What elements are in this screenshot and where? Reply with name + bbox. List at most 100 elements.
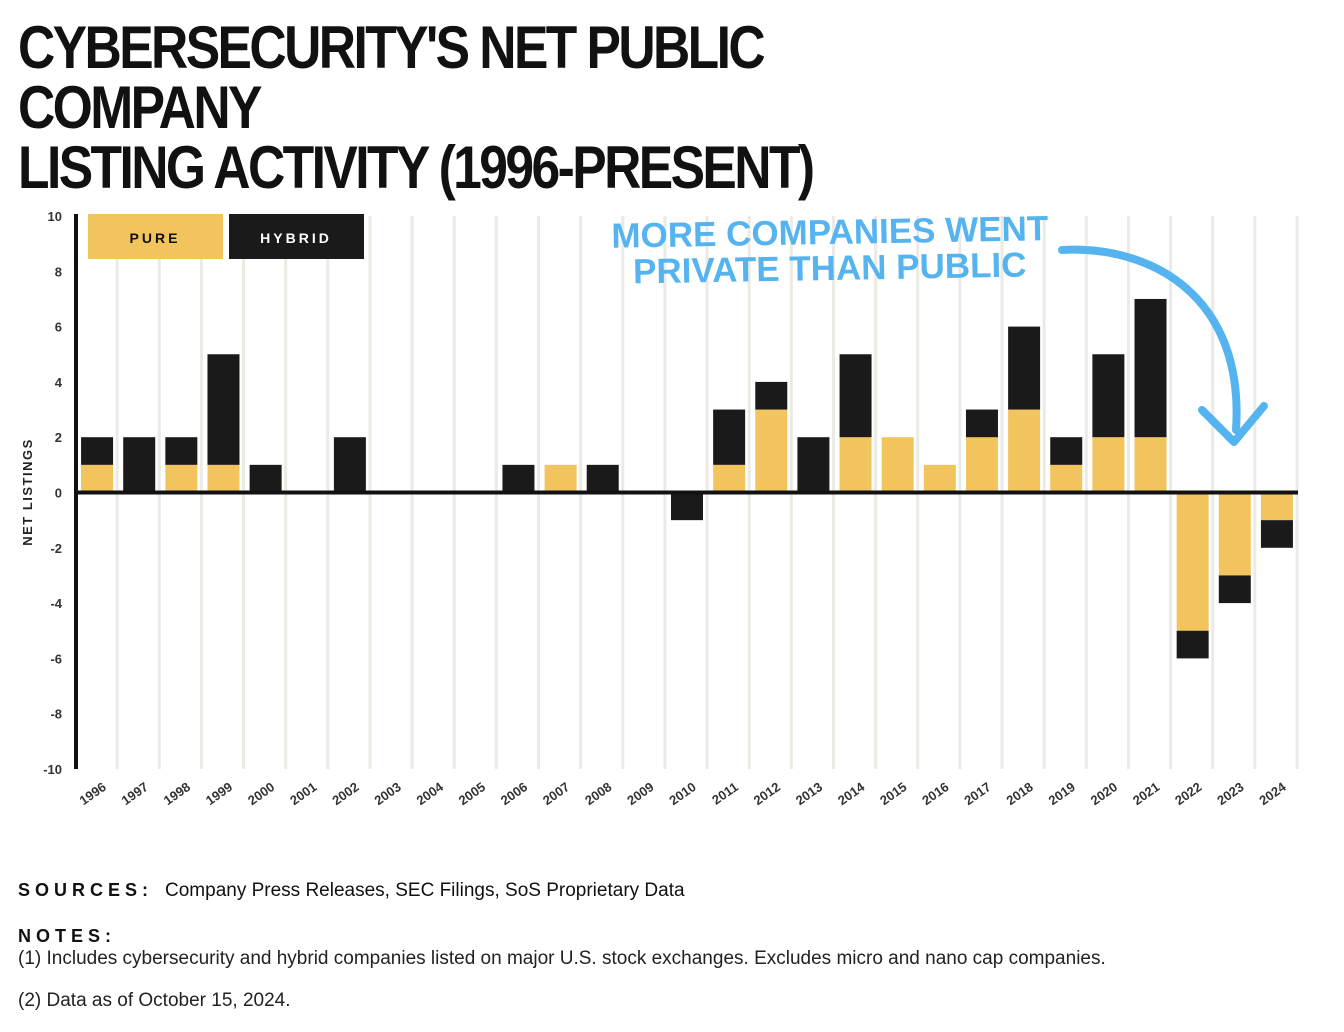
bar-hybrid-2006 [502,464,535,493]
bar-hybrid-2002 [333,437,366,493]
sources-text: Company Press Releases, SEC Filings, SoS… [165,880,685,901]
annotation-arrowhead [1198,402,1268,446]
title-line-1: CYBERSECURITY'S NET PUBLIC COMPANY [18,14,766,141]
x-tick-label: 2019 [1046,779,1078,808]
x-tick-label: 2001 [287,779,319,808]
legend-swatch-pure [88,214,223,259]
bar-hybrid-2017 [965,409,998,438]
bars [81,298,1293,659]
x-tick-label: 2000 [245,779,277,808]
x-tick-label: 2008 [582,779,614,808]
x-tick-labels: 1996 1997 1998 1999 2000 2001 2002 2003 2004 2005… [76,779,1289,808]
y-tick-label: -6 [50,651,62,666]
y-tick-label: -4 [50,596,62,611]
bar-pure-2014 [839,437,872,493]
bar-hybrid-1999 [207,354,240,465]
annotation-line-1: MORE COMPANIES WENT [611,209,1048,256]
x-tick-label: 2016 [919,779,951,808]
bar-pure-2024 [1260,492,1293,521]
x-tick-label: 2012 [751,779,783,808]
note-2: (2) Data as of October 15, 2024. [18,990,291,1011]
x-tick-label: 2024 [1256,779,1289,808]
bar-hybrid-2008 [586,464,619,493]
y-tick-label: -8 [50,707,62,722]
x-tick-label: 2017 [961,779,993,808]
sources-label: SOURCES: [18,880,154,900]
bar-hybrid-1998 [165,437,198,465]
x-tick-label: 2002 [329,779,361,808]
bar-hybrid-2024 [1260,520,1293,548]
bar-pure-2020 [1092,437,1125,493]
x-tick-label: 2006 [498,779,530,808]
bar-hybrid-1996 [81,437,114,465]
bar-hybrid-2013 [797,437,830,493]
bar-pure-2018 [1008,409,1041,493]
x-tick-label: 2009 [624,779,656,808]
bar-pure-2011 [713,464,746,493]
net-listings-chart: 10 8 6 4 2 0 -2 -4 -6 -8 -10 1996 1997 1998 1999 2000 2… [20,209,1299,808]
note-1: (1) Includes cybersecurity and hybrid co… [18,948,1106,969]
bar-pure-1999 [207,464,240,493]
legend-label-pure: PURE [130,230,181,246]
x-tick-label: 2010 [666,779,698,808]
bar-pure-2007 [544,464,577,493]
x-tick-label: 1997 [119,779,151,808]
bar-hybrid-2018 [1008,326,1041,410]
x-tick-label: 2007 [540,779,572,808]
annotation-arrow [1058,245,1241,434]
annotation: MORE COMPANIES WENT PRIVATE THAN PUBLIC [611,209,1268,446]
x-tick-label: 2005 [456,779,488,808]
bar-pure-2019 [1050,464,1083,493]
legend: PURE HYBRID [88,214,364,259]
bar-pure-2022 [1176,492,1209,631]
legend-swatch-hybrid [229,214,364,259]
bar-pure-2012 [755,409,788,493]
bar-pure-2015 [881,437,914,493]
y-tick-label: 2 [55,430,62,445]
x-tick-label: 2011 [709,779,741,807]
sources: SOURCES: Company Press Releases, SEC Fili… [18,880,685,902]
bar-hybrid-2010 [671,492,703,521]
bar-pure-1996 [81,464,114,493]
y-tick-label: 8 [55,264,62,279]
bar-hybrid-2000 [249,464,282,493]
bar-pure-2016 [923,464,956,493]
page-title: CYBERSECURITY'S NET PUBLIC COMPANY LISTI… [18,18,878,198]
x-tick-label: 1998 [161,779,193,808]
bar-hybrid-1997 [123,437,156,493]
bar-pure-1998 [165,464,198,493]
legend-label-hybrid: HYBRID [260,230,332,246]
y-tick-label: 6 [55,320,62,335]
x-tick-label: 2022 [1172,779,1204,808]
title-line-2: LISTING ACTIVITY (1996-PRESENT) [18,134,815,201]
x-tick-label: 2014 [835,779,868,808]
x-tick-label: 2004 [414,779,447,808]
x-tick-label: 2020 [1088,779,1120,808]
bar-hybrid-2011 [713,409,746,465]
bar-hybrid-2023 [1218,575,1251,604]
bar-hybrid-2019 [1050,437,1083,465]
x-tick-label: 1996 [76,779,108,808]
y-tick-label: 0 [55,486,62,501]
y-tick-labels: 10 8 6 4 2 0 -2 -4 -6 -8 -10 [43,209,63,777]
annotation-line-2: PRIVATE THAN PUBLIC [633,246,1027,292]
axes [74,214,1298,769]
x-tick-label: 2003 [371,779,403,808]
y-tick-label: -10 [43,762,62,777]
x-tick-label: 1999 [203,779,235,808]
x-tick-label: 2021 [1130,779,1162,808]
bar-hybrid-2021 [1134,298,1167,438]
bar-hybrid-2020 [1092,354,1125,438]
x-tick-label: 2023 [1214,779,1246,808]
x-tick-label: 2018 [1004,779,1036,808]
bar-hybrid-2014 [839,354,872,438]
bar-hybrid-2022 [1176,630,1209,659]
notes-label: NOTES: [18,926,117,946]
y-axis-label: NET LISTINGS [20,438,35,546]
x-tick-label: 2015 [877,779,909,808]
y-tick-label: 4 [55,375,63,390]
bar-pure-2021 [1134,437,1167,493]
y-tick-label: 10 [48,209,62,224]
y-tick-label: -2 [50,541,62,556]
bar-hybrid-2012 [755,381,788,410]
